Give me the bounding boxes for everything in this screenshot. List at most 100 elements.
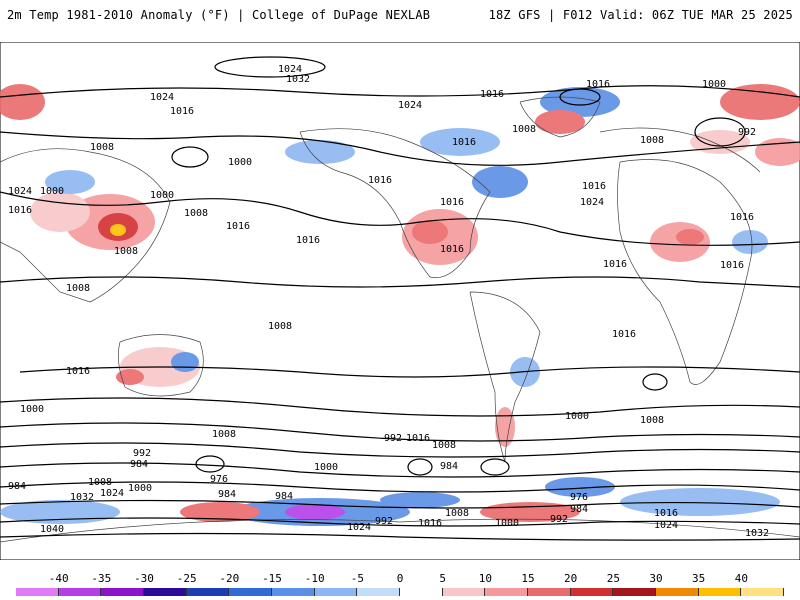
isobar-label: 1016 xyxy=(418,518,442,529)
colorbar-tick-label: 15 xyxy=(521,572,535,585)
colorbar-segment xyxy=(400,588,443,596)
colorbar-segment xyxy=(613,588,656,596)
isobar-label: 1008 xyxy=(114,246,138,257)
isobar-label: 984 xyxy=(8,481,26,492)
colorbar-tick-label: -15 xyxy=(262,572,282,585)
colorbar-segment xyxy=(485,588,528,596)
model-valid-time: 18Z GFS | F012 Valid: 06Z TUE MAR 25 202… xyxy=(488,8,793,22)
colorbar-tick-label: -35 xyxy=(91,572,112,585)
isobar-labels: 1024 1032 1016 1016 1024 1016 1008 1000 … xyxy=(8,64,769,539)
colorbar-segment xyxy=(58,588,102,596)
isobar-label: 1016 xyxy=(603,259,627,270)
isobar-label: 976 xyxy=(210,474,228,485)
isobar-label: 1008 xyxy=(184,208,208,219)
isobar-label: 1032 xyxy=(745,528,769,539)
colorbar-segment xyxy=(741,588,784,596)
isobar-label: 1016 xyxy=(720,260,744,271)
isobar-label: 1024 xyxy=(654,520,678,531)
isobar-label: 1008 xyxy=(432,440,456,451)
isobar-label: 1016 xyxy=(440,244,464,255)
isobar-label: 1000 xyxy=(495,518,519,529)
isobar-label: 976 xyxy=(570,492,588,503)
isobar-label: 1016 xyxy=(406,433,430,444)
isobar-label: 1016 xyxy=(368,175,392,186)
isobar-label: 1000 xyxy=(40,186,64,197)
colorbar-segment xyxy=(698,588,742,596)
colorbar-segment xyxy=(528,588,571,596)
isobar-label: 1040 xyxy=(40,524,64,535)
isobar-label: 1016 xyxy=(66,366,90,377)
isobar-label: 1000 xyxy=(150,190,174,201)
isobar-label: 1016 xyxy=(8,205,32,216)
map-frame xyxy=(0,42,800,560)
isobar-label: 1024 xyxy=(8,186,32,197)
colorbar-segment xyxy=(357,588,400,596)
colorbar-tick-label: 35 xyxy=(692,572,706,585)
colorbar-tick-label: -20 xyxy=(219,572,240,585)
isobar-label: 1000 xyxy=(314,462,338,473)
anomaly-colorbar: -40 -35 -30 -25 -20 -15 -10 -5 0 5 10 15 20 25 30 35 40 xyxy=(0,572,800,600)
isobar-label: 1016 xyxy=(586,79,610,90)
colorbar-segment xyxy=(314,588,358,596)
isobar-label: 984 xyxy=(275,491,293,502)
isobar-label: 992 xyxy=(738,127,756,138)
colorbar-segment xyxy=(229,588,272,596)
isobar-label: 1008 xyxy=(90,142,114,153)
colorbar-segment xyxy=(570,588,614,596)
colorbar-tick-label: 40 xyxy=(734,572,748,585)
isobar-label: 1008 xyxy=(640,135,664,146)
colorbar-segment xyxy=(442,588,486,596)
isobar-label: 1008 xyxy=(66,283,90,294)
isobar-label: 1016 xyxy=(654,508,678,519)
isobar-label: 1016 xyxy=(296,235,320,246)
isobar-label: 984 xyxy=(218,489,236,500)
isobar-label: 1016 xyxy=(730,212,754,223)
isobar-label: 1016 xyxy=(440,197,464,208)
isobars xyxy=(0,56,800,541)
colorbar-segment xyxy=(656,588,699,596)
isobar-label: 1008 xyxy=(512,124,536,135)
colorbar-segment xyxy=(186,588,230,596)
colorbar-tick-label: -5 xyxy=(350,572,364,585)
isobar-label: 1000 xyxy=(20,404,44,415)
product-title: 2m Temp 1981-2010 Anomaly (°F) | College… xyxy=(7,8,431,22)
colorbar-tick-label: 20 xyxy=(564,572,578,585)
colorbar-tick-label: 25 xyxy=(606,572,620,585)
isobar-label: 1024 xyxy=(580,197,604,208)
colorbar-segment xyxy=(144,588,187,596)
colorbar-segment xyxy=(16,588,59,596)
isobar-label: 992 xyxy=(133,448,151,459)
isobar-label: 1016 xyxy=(582,181,606,192)
isobar-label: 1008 xyxy=(640,415,664,426)
isobar-label: 992 xyxy=(384,433,402,444)
colorbar-tick-label: -30 xyxy=(134,572,154,585)
isobar-label: 1000 xyxy=(228,157,252,168)
colorbar-tick-label: 10 xyxy=(478,572,492,585)
isobar-label: 1032 xyxy=(286,74,310,85)
isobar-label: 1016 xyxy=(226,221,250,232)
anomaly-fills xyxy=(0,84,800,526)
colorbar-tick-label: -10 xyxy=(304,572,325,585)
colorbar-tick-label: 0 xyxy=(396,572,404,585)
global-map[interactable]: 1024 1032 1016 1016 1024 1016 1008 1000 … xyxy=(0,42,800,560)
colorbar-strip xyxy=(16,588,784,596)
isobar-label: 1000 xyxy=(128,483,152,494)
isobar-label: 984 xyxy=(440,461,458,472)
colorbar-tick-label: 30 xyxy=(649,572,663,585)
isobar-label: 1016 xyxy=(170,106,194,117)
isobar-label: 1016 xyxy=(452,137,476,148)
map-svg: 1024 1032 1016 1016 1024 1016 1008 1000 … xyxy=(0,42,800,560)
isobar-label: 1024 xyxy=(347,522,371,533)
colorbar-tick-label: -40 xyxy=(48,572,69,585)
isobar-label: 992 xyxy=(550,514,568,525)
isobar-label: 984 xyxy=(130,459,148,470)
isobar-label: 1024 xyxy=(150,92,174,103)
isobar-label: 992 xyxy=(375,516,393,527)
colorbar-segment xyxy=(272,588,315,596)
isobar-label: 1024 xyxy=(398,100,422,111)
colorbar-segment xyxy=(101,588,144,596)
isobar-label: 1000 xyxy=(702,79,726,90)
colorbar-tick-label: -25 xyxy=(176,572,197,585)
isobar-label: 1024 xyxy=(100,488,124,499)
isobar-label: 1008 xyxy=(268,321,292,332)
